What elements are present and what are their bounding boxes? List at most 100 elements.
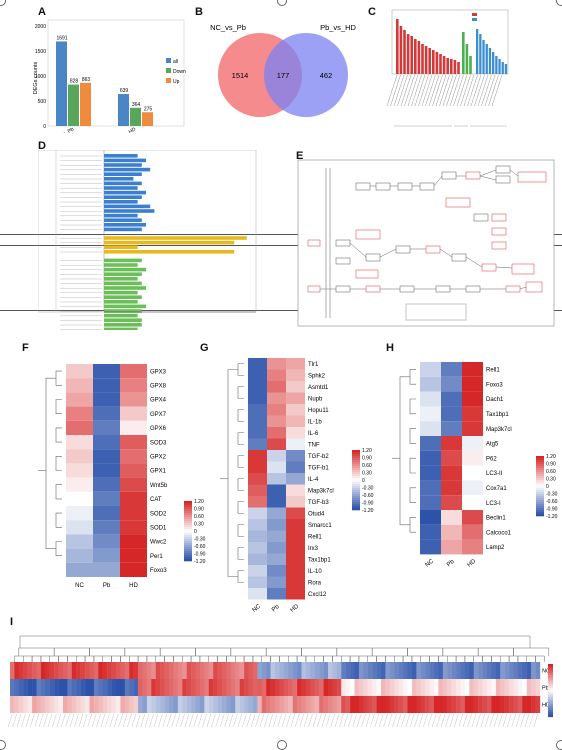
heatmap-cell <box>248 519 267 531</box>
go-term-tick <box>467 74 478 107</box>
heatmap-cell <box>155 662 161 679</box>
legend-tick-label: 1.20 <box>546 454 556 460</box>
heatmap-cell <box>49 679 55 696</box>
heatmap-cell <box>58 696 64 713</box>
gene-label: GPX1 <box>150 469 167 475</box>
gene-label-tick <box>467 713 472 728</box>
heatmap-cell <box>239 662 245 679</box>
pathway-node <box>307 239 321 247</box>
heatmap-cell <box>248 662 254 679</box>
separator-line <box>0 245 562 246</box>
pathway-node <box>491 227 507 236</box>
go-bar <box>498 59 501 74</box>
heatmap-cell <box>372 696 377 713</box>
heatmap-cell <box>473 679 479 696</box>
panel-label-b: B <box>195 6 203 18</box>
go-term-tick <box>460 74 471 107</box>
heatmap-cell <box>345 696 351 713</box>
heatmap-cell <box>434 679 439 696</box>
heatmap-cell <box>517 696 523 713</box>
heatmap-cell <box>173 696 179 713</box>
heatmap-cell <box>270 679 276 696</box>
heatmap-cell <box>102 696 108 713</box>
heatmap-cell <box>267 484 286 496</box>
heatmap-cell <box>208 696 214 713</box>
pathway-node <box>465 285 481 293</box>
gene-label-tick <box>498 713 503 728</box>
dendrogram-branch <box>55 399 62 414</box>
heatmap-cell <box>248 404 267 416</box>
gene-label-tick <box>458 713 463 728</box>
dendrogram-branch <box>49 655 59 662</box>
go-term-tick <box>449 74 461 107</box>
dendrogram-branch <box>102 655 112 662</box>
gene-label-tick <box>114 713 119 728</box>
legend-gradient-step <box>536 468 544 471</box>
heatmap-cell <box>301 679 307 696</box>
go-bar <box>399 26 403 74</box>
go-term-tick <box>491 74 503 107</box>
heatmap-cell <box>151 679 156 696</box>
heatmap-cell <box>66 406 93 421</box>
heatmap-cell <box>363 696 368 713</box>
gene-label-tick <box>180 713 185 728</box>
dendrogram-branch <box>358 655 368 662</box>
heatmap-cell <box>451 696 457 713</box>
heatmap-cell <box>487 679 492 696</box>
heatmap-cell <box>248 588 267 600</box>
heatmap-cell <box>267 565 286 577</box>
heatmap-cell <box>107 696 112 713</box>
gene-label: Dach1 <box>486 397 504 403</box>
heatmap-cell <box>420 679 426 696</box>
gene-label-tick <box>162 713 167 728</box>
legend-gradient-step <box>352 462 360 465</box>
dendrogram-branch <box>195 647 232 656</box>
legend-gradient-step <box>536 484 544 487</box>
heatmap-cell <box>111 679 117 696</box>
gene-label: Foxo3 <box>486 382 503 388</box>
heatmap-cell <box>462 450 483 466</box>
venn-diagram-b: NC_vs_Pb Pb_vs_HD 1514 177 462 <box>210 23 357 117</box>
go-bar <box>439 54 442 74</box>
legend-gradient-step <box>536 508 544 511</box>
legend-gradient-step <box>536 478 544 481</box>
heatmap-cell <box>248 427 267 439</box>
heatmap-cell <box>248 496 267 508</box>
go-term-tick <box>439 74 450 107</box>
dendrogram-branch <box>341 655 351 662</box>
heatmap-cell <box>252 662 258 679</box>
legend-gradient-step <box>548 686 553 689</box>
legend-gradient-step <box>548 694 553 698</box>
heatmap-cell <box>389 662 395 679</box>
heatmap-cell <box>462 362 483 377</box>
heatmap-cell <box>398 679 404 696</box>
heatmap-cell <box>473 696 479 713</box>
heatmap-cell <box>67 662 73 679</box>
heatmap-cell <box>138 662 143 679</box>
heatmap-cell <box>111 696 117 713</box>
heatmap-cell <box>66 420 93 435</box>
y-axis-label: DEGs counts <box>33 62 39 95</box>
category-label: Pb_vs_HD <box>113 126 137 133</box>
gene-label-tick <box>356 713 362 728</box>
pathway-node <box>451 253 467 262</box>
pathway-node <box>511 263 535 275</box>
heatmap-cell <box>509 696 514 713</box>
sample-label: NC <box>75 583 84 589</box>
gene-label-tick <box>423 713 428 728</box>
heatmap-cell <box>487 662 492 679</box>
dendrogram-branch <box>217 655 227 662</box>
heatmap-cell <box>89 696 95 713</box>
heatmap-cell <box>441 480 462 496</box>
heatmap-cell <box>420 539 441 555</box>
heatmap-cell <box>456 696 461 713</box>
heatmap-cell <box>286 415 305 427</box>
heatmap-cell <box>248 461 267 473</box>
heatmap-cell <box>71 696 77 713</box>
heatmap-cell <box>286 588 305 600</box>
gene-label: Otud4 <box>308 511 325 517</box>
gene-label-tick <box>476 713 481 728</box>
heatmap-cell <box>89 679 95 696</box>
heatmap-cell <box>372 679 377 696</box>
legend-gradient-step <box>548 714 553 718</box>
